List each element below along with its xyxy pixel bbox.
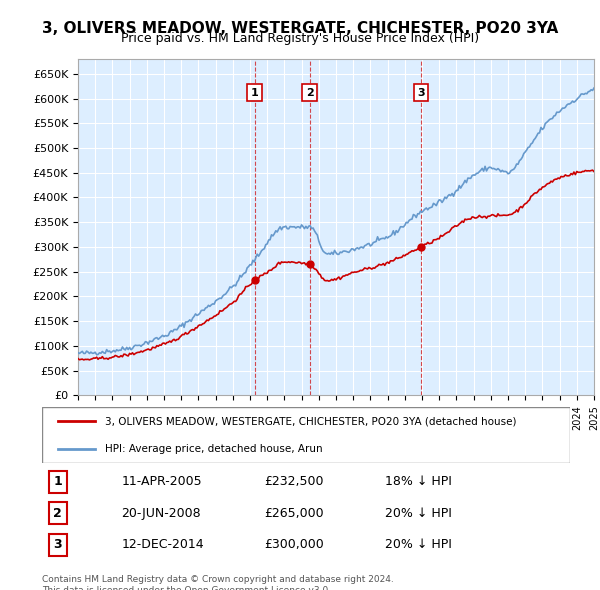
Text: 1: 1 xyxy=(251,88,259,97)
Text: 3: 3 xyxy=(53,538,62,551)
Text: £265,000: £265,000 xyxy=(264,507,323,520)
Text: 20-JUN-2008: 20-JUN-2008 xyxy=(121,507,201,520)
Text: £300,000: £300,000 xyxy=(264,538,323,551)
FancyBboxPatch shape xyxy=(42,407,570,463)
Text: 18% ↓ HPI: 18% ↓ HPI xyxy=(385,476,452,489)
Text: 2: 2 xyxy=(306,88,314,97)
Text: 20% ↓ HPI: 20% ↓ HPI xyxy=(385,507,452,520)
Text: 20% ↓ HPI: 20% ↓ HPI xyxy=(385,538,452,551)
Text: HPI: Average price, detached house, Arun: HPI: Average price, detached house, Arun xyxy=(106,444,323,454)
Text: 11-APR-2005: 11-APR-2005 xyxy=(121,476,202,489)
Text: 12-DEC-2014: 12-DEC-2014 xyxy=(121,538,204,551)
Text: 3: 3 xyxy=(418,88,425,97)
Text: 3, OLIVERS MEADOW, WESTERGATE, CHICHESTER, PO20 3YA (detached house): 3, OLIVERS MEADOW, WESTERGATE, CHICHESTE… xyxy=(106,416,517,426)
Text: 3, OLIVERS MEADOW, WESTERGATE, CHICHESTER, PO20 3YA: 3, OLIVERS MEADOW, WESTERGATE, CHICHESTE… xyxy=(42,21,558,35)
Text: Contains HM Land Registry data © Crown copyright and database right 2024.
This d: Contains HM Land Registry data © Crown c… xyxy=(42,575,394,590)
Text: 1: 1 xyxy=(53,476,62,489)
Text: 2: 2 xyxy=(53,507,62,520)
Text: £232,500: £232,500 xyxy=(264,476,323,489)
Text: Price paid vs. HM Land Registry's House Price Index (HPI): Price paid vs. HM Land Registry's House … xyxy=(121,32,479,45)
